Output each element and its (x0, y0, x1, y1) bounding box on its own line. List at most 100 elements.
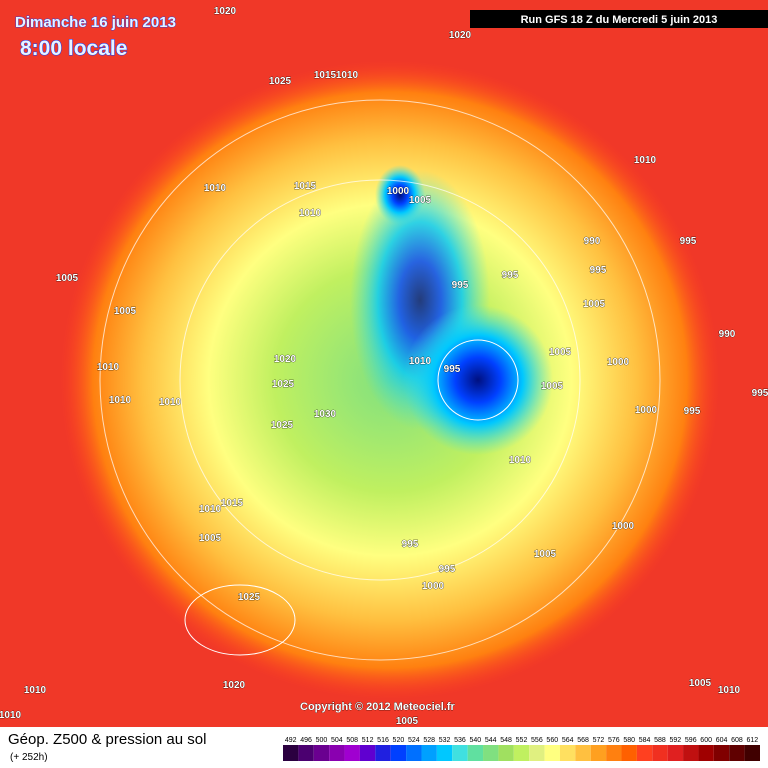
legend-tick-label: 600 (700, 737, 712, 744)
legend-tick-label: 536 (454, 737, 466, 744)
isobar-label: 1000 (635, 405, 658, 416)
legend-swatch (283, 745, 299, 761)
time: 8:00 locale (20, 37, 127, 60)
isobar-label: 1005 (541, 381, 564, 392)
isobar-label: 995 (444, 364, 461, 375)
isobar-label: 1010 (97, 362, 120, 373)
legend-tick-label: 504 (331, 737, 343, 744)
legend-tick-label: 556 (531, 737, 543, 744)
legend-swatch (744, 745, 760, 761)
legend-tick-label: 588 (654, 737, 666, 744)
isobar-label: 1030 (314, 409, 337, 420)
legend-tick-label: 584 (639, 737, 651, 744)
isobar (437, 339, 519, 421)
legend-swatch (636, 745, 653, 761)
isobar-label: 995 (439, 564, 456, 575)
legend-swatch (329, 745, 345, 761)
legend: 492 496 500 504 508 512 516 520 524 528 532 536 540 5… (283, 737, 760, 761)
isobar-label: 1005 (56, 273, 79, 284)
copyright: Copyright © 2012 Meteociel.fr (300, 701, 456, 713)
legend-swatch (544, 745, 560, 761)
isobar-label: 995 (680, 236, 697, 247)
isobar-label: 1020 (214, 6, 237, 17)
legend-tick-label: 508 (346, 737, 358, 744)
isobar-label: 1000 (607, 357, 630, 368)
isobar-label: 1010 (159, 397, 182, 408)
isobar-label: 1010 (634, 155, 657, 166)
low-center (403, 305, 553, 455)
legend-swatch (652, 745, 668, 761)
isobar-label: 1000 (387, 186, 410, 197)
legend-tick-label: 516 (377, 737, 389, 744)
isobar-label: 995 (502, 270, 519, 281)
isobar-label: 1010 (509, 455, 532, 466)
isobar-label: 1005 (689, 678, 712, 689)
isobar-label: 1015 (294, 181, 317, 192)
legend-tick-label: 612 (746, 737, 758, 744)
legend-tick-label: 576 (608, 737, 620, 744)
isobar-label: 1005 (409, 195, 432, 206)
legend-swatch (513, 745, 530, 761)
legend-tick-label: 500 (316, 737, 328, 744)
legend-tick-label: 552 (516, 737, 528, 744)
legend-swatch (606, 745, 622, 761)
legend-swatch (421, 745, 437, 761)
isobar-label: 995 (752, 388, 768, 399)
isobar-label: 1010 (204, 183, 227, 194)
legend-swatch (375, 745, 391, 761)
isobar-label: 1010 (336, 70, 359, 81)
run-info: Run GFS 18 Z du Mercredi 5 juin 2013 (521, 14, 718, 26)
legend-tick-label: 532 (439, 737, 451, 744)
legend-tick-label: 596 (685, 737, 697, 744)
legend-swatch (467, 745, 484, 761)
legend-swatch (590, 745, 607, 761)
isobar-label: 1015 (221, 498, 244, 509)
footer-title: Géop. Z500 & pression au sol (8, 731, 206, 748)
legend-swatch (529, 745, 545, 761)
isobar-label: 1025 (238, 592, 261, 603)
legend-swatch (498, 745, 514, 761)
legend-tick-label: 548 (500, 737, 512, 744)
isobar-label: 990 (719, 329, 736, 340)
isobar-label: 1000 (612, 521, 635, 532)
legend-tick-label: 544 (485, 737, 497, 744)
isobar-label: 1005 (549, 347, 572, 358)
date: Dimanche 16 juin 2013 (15, 14, 176, 31)
legend-swatch (713, 745, 730, 761)
legend-tick-label: 520 (393, 737, 405, 744)
isobar-label: 995 (590, 265, 607, 276)
isobar-label: 1020 (274, 354, 297, 365)
legend-swatch (359, 745, 376, 761)
legend-swatch (729, 745, 745, 761)
legend-tick-label: 560 (546, 737, 558, 744)
legend-tick-label: 540 (469, 737, 481, 744)
legend-swatch (313, 745, 330, 761)
legend-swatch (621, 745, 637, 761)
isobar-label: 1005 (583, 299, 606, 310)
isobar-label: 995 (684, 406, 701, 417)
isobar-label: 1010 (199, 504, 222, 515)
run-box (470, 10, 768, 28)
isobar-label: 1010 (409, 356, 432, 367)
isobar-label: 1020 (449, 30, 472, 41)
legend-swatch (390, 745, 407, 761)
isobar-label: 1000 (422, 581, 445, 592)
isobar-label: 1025 (269, 76, 292, 87)
isobar-label: 1010 (0, 710, 22, 721)
legend-tick-label: 512 (362, 737, 374, 744)
isobar (179, 179, 581, 581)
isobar-label: 995 (452, 280, 469, 291)
legend-tick-label: 492 (285, 737, 297, 744)
legend-tick-label: 496 (300, 737, 312, 744)
legend-tick-label: 572 (593, 737, 605, 744)
legend-tick-label: 524 (408, 737, 420, 744)
legend-tick-label: 580 (623, 737, 635, 744)
isobar-label: 1010 (299, 208, 322, 219)
legend-tick-label: 528 (423, 737, 435, 744)
legend-tick-label: 608 (731, 737, 743, 744)
isobar-label: 1005 (114, 306, 137, 317)
isobar-label: 1005 (534, 549, 557, 560)
isobar (99, 99, 661, 661)
